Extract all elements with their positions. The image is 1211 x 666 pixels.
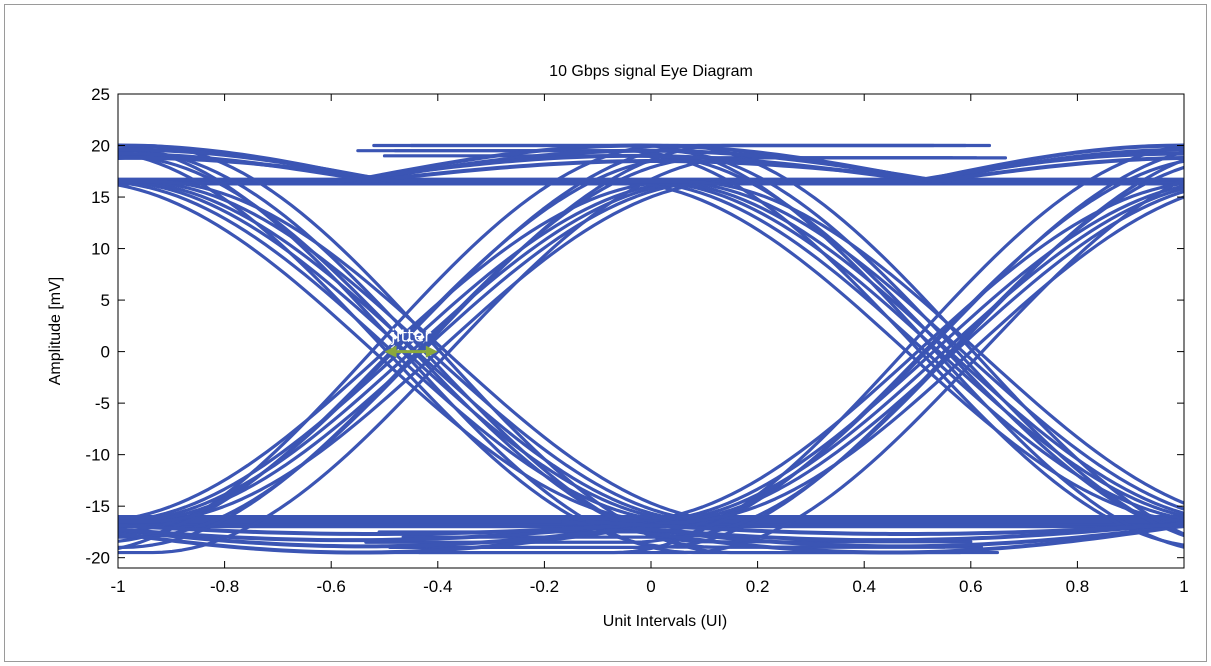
x-tick-label: 0.8 bbox=[1066, 577, 1090, 596]
jitter-arrowhead-left bbox=[384, 345, 397, 358]
y-tick-label: -10 bbox=[85, 446, 110, 465]
trace-falling-edge bbox=[118, 179, 992, 524]
trace-rising-edge bbox=[417, 177, 1184, 555]
trace-falling-edge bbox=[345, 179, 1184, 523]
trace-falling-edge bbox=[118, 149, 984, 549]
trace-falling-edge bbox=[388, 179, 1184, 515]
trace-falling-edge bbox=[417, 179, 1184, 505]
trace-upper-arch bbox=[118, 155, 403, 184]
trace-falling-edge bbox=[118, 154, 973, 544]
trace-rising-edge bbox=[118, 156, 1008, 555]
trace-lower-dip bbox=[585, 519, 1184, 536]
eye-traces bbox=[118, 143, 1184, 555]
trace-upper-arch bbox=[907, 151, 1184, 184]
y-tick-label: 10 bbox=[91, 240, 110, 259]
trace-lower-dip bbox=[118, 519, 696, 536]
trace-lower-dip bbox=[569, 519, 1184, 555]
x-tick-label: -0.2 bbox=[530, 577, 559, 596]
jitter-arrowhead-right bbox=[425, 345, 438, 358]
trace-falling-edge bbox=[118, 179, 1008, 524]
x-tick-label: -0.8 bbox=[210, 577, 239, 596]
trace-falling-edge bbox=[377, 179, 1184, 518]
y-tick-label: 15 bbox=[91, 188, 110, 207]
trace-rising-edge bbox=[118, 179, 946, 522]
tick-labels: -1 -0.8 -0.6 -0.4 -0.2 0 0.2 0.4 0.6 0.8 1 -20 -15 -1… bbox=[85, 85, 1188, 596]
x-tick-label: 0 bbox=[646, 577, 655, 596]
jitter-label: jitter bbox=[390, 327, 431, 347]
trace-lower-dip bbox=[118, 519, 680, 555]
trace-falling-edge bbox=[409, 143, 1184, 536]
trace-falling-edge bbox=[401, 179, 1184, 511]
trace-rising-edge bbox=[372, 184, 1184, 524]
trace-rising-edge bbox=[118, 143, 992, 539]
x-tick-label: -1 bbox=[110, 577, 125, 596]
trace-rising-edge bbox=[118, 156, 978, 549]
chart-title: 10 Gbps signal Eye Diagram bbox=[549, 63, 753, 80]
trace-falling-edge bbox=[118, 183, 936, 524]
y-tick-label: -15 bbox=[85, 497, 110, 516]
y-tick-label: 20 bbox=[91, 137, 110, 156]
trace-rising-edge bbox=[409, 195, 1184, 524]
x-tick-label: -0.6 bbox=[317, 577, 346, 596]
y-tick-label: -5 bbox=[95, 394, 110, 413]
trace-rising-edge bbox=[118, 179, 1000, 524]
trace-upper-arch bbox=[118, 147, 395, 184]
x-tick-label: 1 bbox=[1179, 577, 1188, 596]
y-tick-label: -20 bbox=[85, 549, 110, 568]
trace-falling-edge bbox=[118, 143, 1000, 555]
x-axis-title: Unit Intervals (UI) bbox=[603, 613, 727, 630]
x-tick-label: -0.4 bbox=[423, 577, 452, 596]
trace-upper-arch bbox=[931, 155, 1184, 184]
y-tick-label: 5 bbox=[101, 291, 110, 310]
y-tick-label: 0 bbox=[101, 343, 110, 362]
y-tick-label: 25 bbox=[91, 85, 110, 104]
x-tick-label: 0.4 bbox=[852, 577, 876, 596]
trace-upper-arch bbox=[915, 143, 1184, 184]
jitter-annotation: jitter bbox=[384, 327, 438, 358]
x-tick-label: 0.2 bbox=[746, 577, 770, 596]
x-tick-label: 0.6 bbox=[959, 577, 983, 596]
trace-upper-arch bbox=[361, 158, 952, 184]
axis-ticks bbox=[117, 93, 1185, 568]
trace-falling-edge bbox=[118, 144, 962, 555]
y-axis-title: Amplitude [mV] bbox=[47, 277, 64, 385]
trace-falling-edge bbox=[356, 149, 1184, 547]
trace-rising-edge bbox=[356, 181, 1184, 524]
